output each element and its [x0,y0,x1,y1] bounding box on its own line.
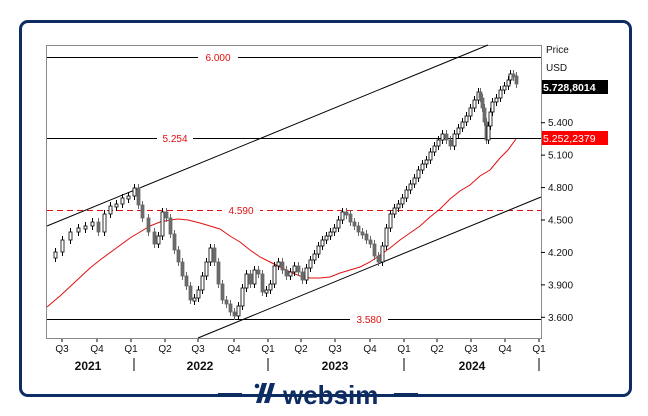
chart-frame [19,20,632,397]
x-tick-label: Q1 [261,344,275,355]
x-tick-label: Q4 [90,344,104,355]
x-tick-label: Q1 [124,344,138,355]
y-tick-label: 4.200 [548,248,573,259]
brand-name: websim [283,380,379,410]
last-price-label: 5.728,8014 [543,82,596,94]
y-tick-label: 5.400 [548,118,573,129]
candlestick-series [53,70,519,320]
y-tick-label: 4.500 [548,216,573,227]
level-label-5254: 5.254 [162,134,187,145]
websim-logo-icon [254,383,275,403]
year-label: 2021 [75,359,102,373]
x-tick-label: Q1 [397,344,411,355]
y-tick-label: 5.100 [548,151,573,162]
ma-price-label: 5.252,2379 [543,133,596,145]
footer-logo: websim [0,379,648,410]
y-tick-label: 4.800 [548,183,573,194]
ma-price-badge [542,131,608,145]
plot-area [46,45,542,339]
y-tick-label: 3.600 [548,313,573,324]
year-label: 2022 [187,359,214,373]
x-tick-label: Q4 [227,344,241,355]
x-tick-label: Q2 [158,344,172,355]
logo-rule-right [394,393,418,395]
x-tick-label: Q2 [430,344,444,355]
upper-trendline [46,44,489,227]
logo-rule-left [218,393,242,395]
price-axis: Price USD 5.728,8014 5.252,2379 5.400 5.1… [541,45,608,324]
last-price-badge [542,80,608,94]
axis-currency: USD [546,63,567,74]
x-tick-label: Q3 [328,344,342,355]
x-tick-label: Q1 [532,344,546,355]
year-label: 2023 [322,359,349,373]
level-5254: 5.254 [47,132,541,145]
time-axis: Q3 Q4 Q1 Q2 Q3 Q4 Q1 Q2 Q3 Q4 Q1 Q2 Q3 Q4 Q1 2021 2022 20… [55,339,546,373]
x-tick-label: Q3 [191,344,205,355]
level-label-3580: 3.580 [356,315,381,326]
x-tick-label: Q3 [55,344,69,355]
lower-trendline [197,196,542,339]
level-label-6000: 6.000 [205,53,230,64]
year-label: 2024 [459,359,486,373]
level-3580: 3.580 [47,313,541,326]
x-tick-label: Q4 [498,344,512,355]
x-tick-label: Q2 [294,344,308,355]
x-tick-label: Q4 [363,344,377,355]
y-tick-label: 3.900 [548,280,573,291]
level-4590: 4.590 [47,204,541,217]
level-label-4590: 4.590 [228,206,253,217]
x-tick-label: Q3 [464,344,478,355]
axis-title-price: Price [546,45,569,56]
